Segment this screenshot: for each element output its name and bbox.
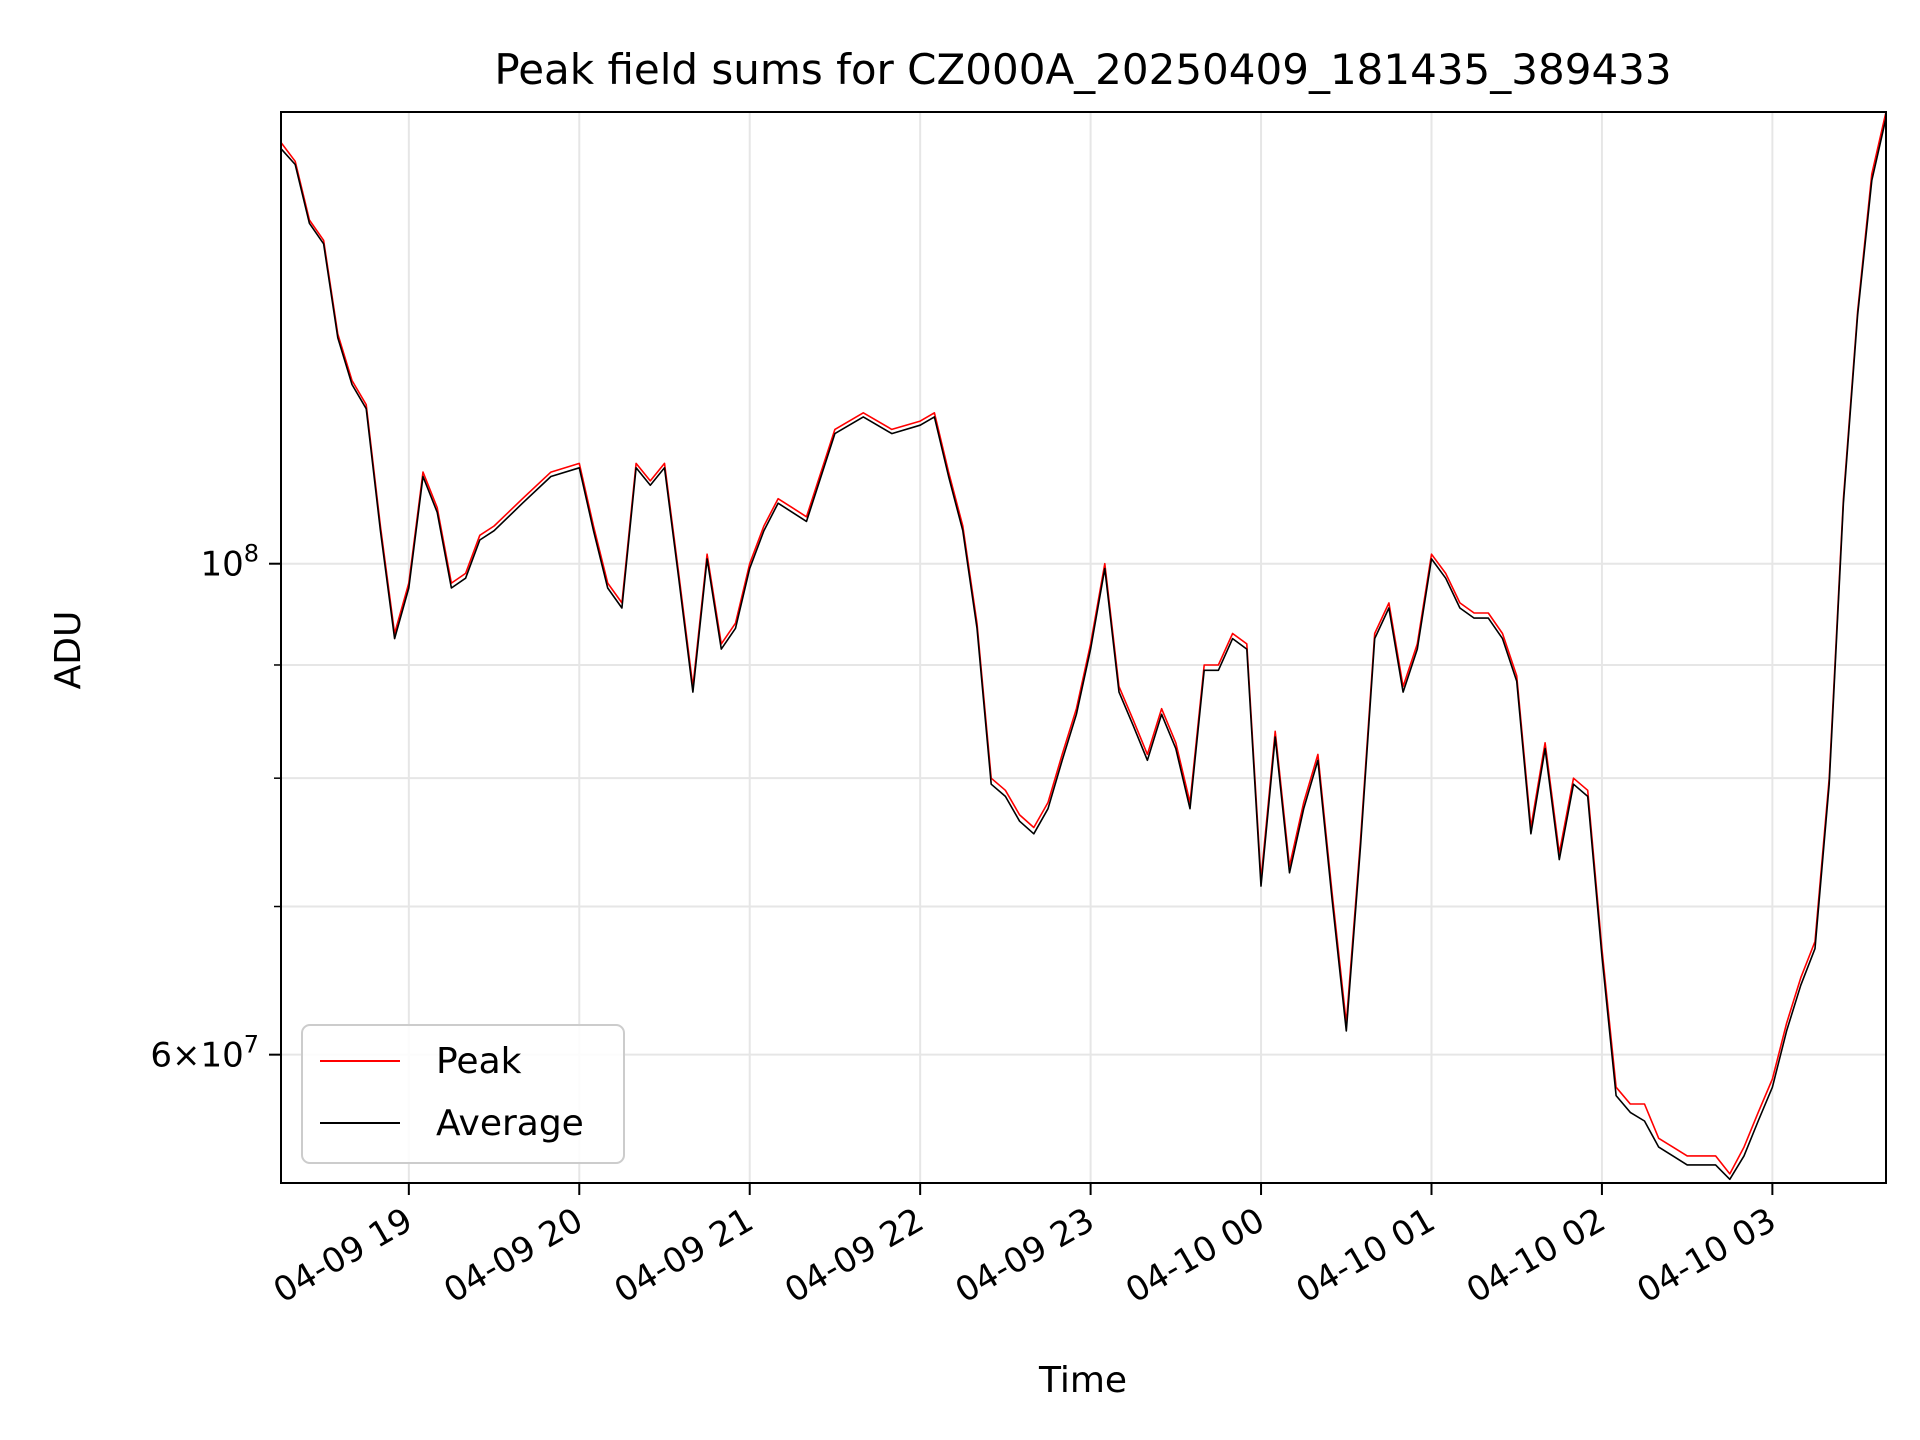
legend-label-average: Average bbox=[436, 1103, 584, 1144]
series-line-average bbox=[280, 117, 1887, 1181]
x-axis-title: Time bbox=[1038, 1360, 1127, 1401]
chart-title: Peak field sums for CZ000A_20250409_1814… bbox=[494, 45, 1671, 94]
y-tick-label: 6×107 bbox=[150, 1031, 259, 1076]
y-axis-title: ADU bbox=[48, 611, 89, 690]
legend: Peak Average bbox=[301, 1024, 625, 1164]
legend-label-peak: Peak bbox=[436, 1041, 522, 1082]
legend-box bbox=[301, 1024, 625, 1164]
plot-frame bbox=[280, 111, 1887, 1184]
axes bbox=[280, 111, 1887, 1184]
series-layer bbox=[280, 111, 1887, 1181]
y-tick-label: 108 bbox=[200, 540, 259, 585]
series-line-peak bbox=[280, 111, 1887, 1175]
